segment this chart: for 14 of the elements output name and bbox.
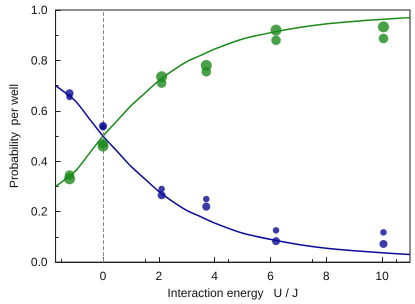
x-axis-title: Interaction energy U / J bbox=[167, 286, 298, 300]
y-tick-label: 0.0 bbox=[30, 255, 48, 270]
x-tick-label: 2 bbox=[155, 269, 162, 284]
y-tick-label: 0.8 bbox=[30, 53, 48, 68]
x-tick-label: 0 bbox=[100, 269, 107, 284]
y-axis-title: Probability per well bbox=[7, 84, 21, 188]
y-tick-label: 0.4 bbox=[30, 154, 48, 168]
x-tick-label: 4 bbox=[211, 269, 218, 284]
x-tick-label: 10 bbox=[375, 269, 390, 284]
x-tick-label: 8 bbox=[322, 269, 330, 284]
y-tick-label: 0.2 bbox=[30, 204, 48, 219]
y-tick-label: 1.0 bbox=[30, 3, 48, 17]
y-tick-label: 0.6 bbox=[30, 104, 48, 118]
x-tick-label: 6 bbox=[267, 269, 274, 284]
